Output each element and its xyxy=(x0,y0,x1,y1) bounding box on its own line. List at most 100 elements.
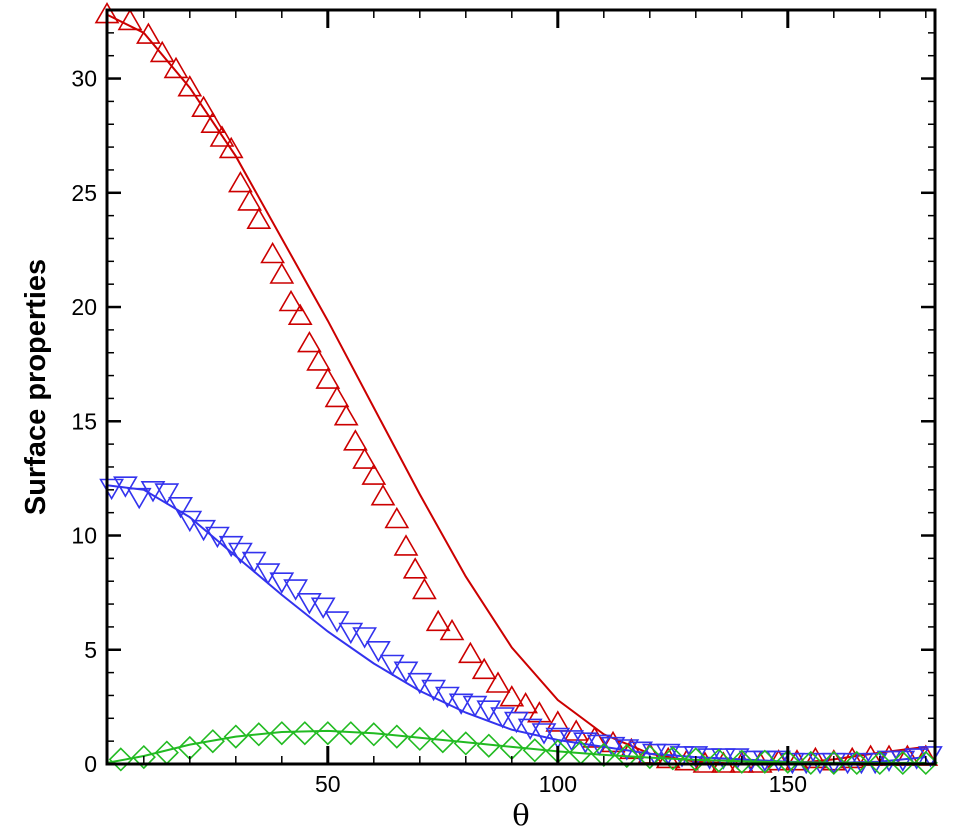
data-point-marker xyxy=(628,741,653,763)
data-point-marker xyxy=(504,711,529,734)
series-line xyxy=(106,729,926,764)
data-point-marker xyxy=(154,483,180,505)
data-point-marker xyxy=(223,724,248,749)
data-point-marker xyxy=(241,551,267,574)
data-point-marker xyxy=(766,750,791,772)
data-point-marker xyxy=(839,746,865,769)
data-point-marker xyxy=(324,385,350,408)
data-point-marker xyxy=(421,679,446,702)
series-1 xyxy=(99,476,943,775)
data-point-marker xyxy=(338,721,363,746)
data-point-marker xyxy=(890,750,915,776)
data-point-marker xyxy=(559,730,584,752)
data-point-marker xyxy=(471,657,497,680)
data-point-marker xyxy=(131,744,156,770)
y-tick-label: 15 xyxy=(71,408,97,434)
data-point-marker xyxy=(904,748,929,770)
data-point-marker xyxy=(99,478,124,501)
data-point-marker xyxy=(821,750,846,776)
data-point-marker xyxy=(545,727,571,750)
data-point-marker xyxy=(191,95,216,117)
data-point-marker xyxy=(149,40,175,63)
data-point-marker xyxy=(752,749,777,774)
data-point-marker xyxy=(393,661,419,683)
data-point-marker xyxy=(775,749,800,774)
data-point-marker xyxy=(798,750,823,776)
y-tick-label: 20 xyxy=(71,294,97,320)
data-point-marker xyxy=(237,189,262,211)
data-point-marker xyxy=(439,618,465,641)
data-point-marker xyxy=(140,480,166,503)
data-point-marker xyxy=(724,748,750,770)
data-point-marker xyxy=(476,733,501,758)
y-tick-label: 5 xyxy=(84,637,97,663)
data-point-marker xyxy=(435,686,460,709)
data-point-marker xyxy=(545,710,571,732)
data-point-marker xyxy=(476,700,502,722)
data-point-marker xyxy=(218,535,244,558)
data-point-marker xyxy=(485,671,511,693)
data-point-marker xyxy=(729,749,754,774)
series-layer xyxy=(94,2,943,776)
data-point-marker xyxy=(600,730,626,753)
data-point-marker xyxy=(407,672,433,695)
data-point-marker xyxy=(246,207,272,229)
y-tick-label: 0 xyxy=(84,751,97,777)
data-point-marker xyxy=(697,748,722,770)
data-point-marker xyxy=(412,577,437,600)
data-point-marker xyxy=(402,557,428,579)
data-point-marker xyxy=(407,726,432,752)
data-point-marker xyxy=(283,579,308,601)
tick-layer: 0 5 10 15 20 25 30 50 100 150 xyxy=(71,9,935,797)
data-point-marker xyxy=(425,609,451,632)
data-point-marker xyxy=(306,349,331,371)
series-line xyxy=(106,484,926,764)
data-point-marker xyxy=(683,746,709,768)
data-point-marker xyxy=(278,289,304,312)
data-point-marker xyxy=(614,743,639,769)
data-point-marker xyxy=(384,724,409,749)
data-point-marker xyxy=(655,743,681,766)
data-point-marker xyxy=(867,750,892,776)
y-tick-label: 30 xyxy=(71,66,97,92)
plot-frame xyxy=(105,8,937,766)
data-point-marker xyxy=(591,742,616,768)
data-point-marker xyxy=(228,171,253,193)
series-line xyxy=(106,13,926,765)
data-point-marker xyxy=(292,721,317,746)
data-point-marker xyxy=(821,749,847,771)
x-tick-label: 100 xyxy=(539,771,577,797)
data-point-marker xyxy=(117,8,143,31)
y-tick-label: 25 xyxy=(71,180,97,206)
data-point-marker xyxy=(619,737,644,760)
data-point-marker xyxy=(393,534,419,556)
data-point-marker xyxy=(136,22,161,44)
data-point-marker xyxy=(338,622,364,645)
data-point-marker xyxy=(448,693,474,715)
data-point-marker xyxy=(218,136,244,159)
data-point-marker xyxy=(163,56,189,79)
data-point-marker xyxy=(269,572,295,594)
data-point-marker xyxy=(168,496,193,519)
series-2 xyxy=(106,721,938,776)
data-point-marker xyxy=(844,750,869,776)
data-point-marker xyxy=(200,729,225,754)
data-point-marker xyxy=(499,685,525,707)
data-point-marker xyxy=(522,738,547,763)
x-tick-label: 150 xyxy=(769,771,807,797)
data-point-marker xyxy=(352,447,377,469)
data-point-marker xyxy=(803,746,828,769)
data-point-marker xyxy=(315,721,340,746)
data-point-marker xyxy=(660,746,685,771)
data-point-marker xyxy=(310,597,336,619)
data-point-marker xyxy=(177,735,202,761)
data-point-marker xyxy=(297,331,322,353)
data-point-marker xyxy=(315,367,341,389)
data-point-marker xyxy=(269,262,295,284)
data-point-marker xyxy=(113,476,138,498)
data-point-marker xyxy=(370,484,396,506)
data-point-marker xyxy=(343,429,368,451)
x-tick-label: 50 xyxy=(315,771,341,797)
data-point-marker xyxy=(430,729,455,754)
